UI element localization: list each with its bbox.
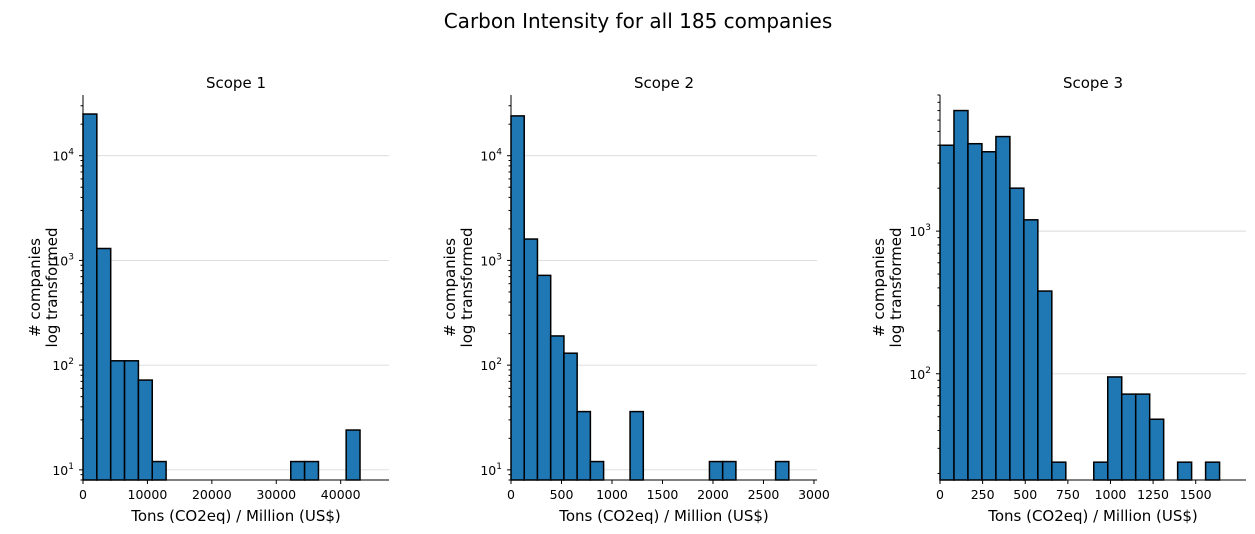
x-tick-label: 0: [79, 487, 87, 502]
x-tick-label: 10000: [128, 487, 168, 502]
x-tick-label: 0: [507, 487, 515, 502]
y-axis-label: # companieslog transformed: [26, 228, 61, 348]
x-axis-label: Tons (CO2eq) / Million (US$): [130, 507, 341, 525]
x-tick-label: 40000: [321, 487, 361, 502]
histogram-bar: [1204, 461, 1221, 481]
y-tick-label: 102: [52, 357, 74, 373]
y-axis-label: # companieslog transformed: [870, 228, 905, 348]
histogram-bar: [1037, 290, 1053, 481]
x-tick-label: 30000: [256, 487, 296, 502]
panel-title: Scope 3: [1063, 74, 1123, 92]
histogram-bar: [109, 360, 126, 481]
x-tick-label: 1000: [596, 487, 628, 502]
histogram-bar: [82, 113, 98, 481]
x-tick-label: 0: [936, 487, 944, 502]
x-tick-label: 2000: [697, 487, 729, 502]
y-axis-label: # companieslog transformed: [441, 228, 476, 348]
x-tick-label: 3000: [798, 487, 830, 502]
histogram-bar: [1176, 461, 1193, 481]
histogram-bar: [1093, 461, 1109, 481]
histogram-bar: [1023, 219, 1039, 481]
chart-panel-1: 101 102 103 104 0 10000 20000 30000 40000 Scope 1…: [26, 74, 389, 525]
x-axis-label: Tons (CO2eq) / Million (US$): [558, 507, 769, 525]
figure-title: Carbon Intensity for all 185 companies: [444, 9, 833, 33]
histogram-bar: [981, 151, 997, 481]
y-tick-label: 101: [52, 462, 74, 478]
x-tick-label: 1250: [1137, 487, 1169, 502]
histogram-bar: [510, 115, 525, 481]
histogram-bar: [939, 144, 955, 481]
chart-panel-3: 102 103 0 250 500 750 1000 1250 1500 Scope 3 Tons …: [870, 74, 1246, 525]
panel-title: Scope 2: [634, 74, 694, 92]
histogram-bar: [303, 460, 320, 481]
histogram-bar: [995, 135, 1011, 481]
x-tick-label: 250: [971, 487, 995, 502]
histogram-bar: [576, 410, 592, 481]
x-tick-label: 500: [550, 487, 574, 502]
y-tick-label: 103: [52, 252, 74, 268]
histogram-bar: [589, 460, 605, 481]
x-tick-label: 2500: [748, 487, 780, 502]
y-tick-label: 102: [909, 366, 931, 382]
histogram-bar: [629, 410, 645, 481]
histogram-bar: [967, 142, 983, 481]
histogram-bar: [151, 460, 167, 481]
y-tick-label: 102: [480, 357, 502, 373]
histogram-bar: [1051, 461, 1067, 481]
histogram-bar: [549, 335, 565, 481]
histogram-bar: [96, 247, 112, 481]
x-tick-label: 500: [1013, 487, 1037, 502]
y-tick-label: 103: [909, 223, 931, 239]
x-tick-label: 1500: [1180, 487, 1212, 502]
y-tick-label: 104: [52, 148, 74, 164]
histogram-bar: [290, 460, 306, 481]
x-tick-label: 1500: [647, 487, 679, 502]
histogram-bar: [1120, 393, 1137, 481]
x-tick-label: 20000: [192, 487, 232, 502]
histogram-bar: [721, 460, 737, 481]
histogram-bar: [1134, 393, 1151, 481]
histogram-bar: [137, 379, 154, 481]
histogram-bar: [1009, 187, 1025, 481]
histogram-bar: [523, 238, 539, 481]
histogram-bar: [774, 460, 790, 481]
x-tick-label: 750: [1056, 487, 1080, 502]
x-axis-label: Tons (CO2eq) / Million (US$): [987, 507, 1198, 525]
panel-title: Scope 1: [206, 74, 266, 92]
chart-panel-2: 101 102 103 104 0 500 1000 1500 2000 2500 3000 Scop…: [441, 74, 830, 525]
y-tick-label: 103: [480, 252, 502, 268]
histogram-bar: [345, 429, 361, 481]
y-tick-label: 101: [480, 462, 502, 478]
y-tick-label: 104: [480, 148, 502, 164]
histogram-bar: [1106, 376, 1123, 481]
x-tick-label: 1000: [1095, 487, 1127, 502]
histogram-bar: [536, 274, 552, 481]
histogram-bar: [563, 352, 578, 481]
histogram-bar: [123, 360, 140, 481]
histogram-bar: [1148, 418, 1165, 481]
histogram-bar: [953, 109, 969, 481]
histogram-bar: [708, 460, 724, 481]
